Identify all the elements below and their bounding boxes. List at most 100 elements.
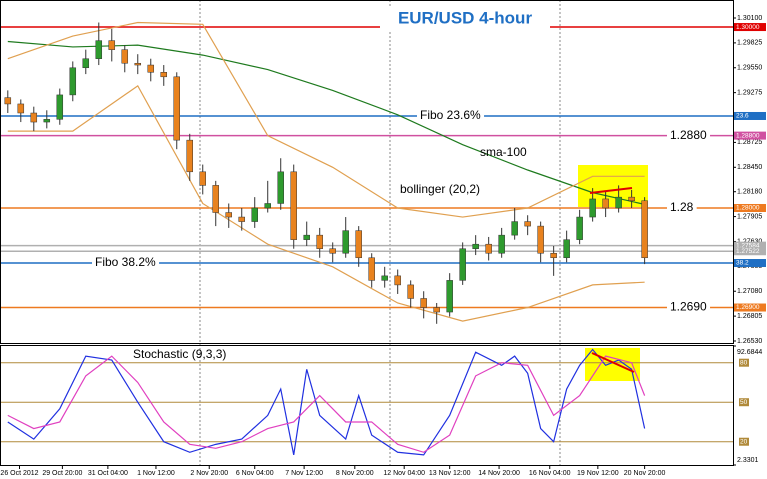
y-tick-label: 1.28725 <box>737 139 762 146</box>
candle-body <box>316 234 323 249</box>
y-tick-label: 92.6844 <box>737 349 762 356</box>
level-note: 1.2880 <box>670 128 707 142</box>
candle-body <box>459 248 466 281</box>
annotation: sma-100 <box>480 145 527 159</box>
candle-body <box>264 203 271 209</box>
level-note-bg <box>667 199 697 216</box>
x-tick-label: 6 Nov 04:00 <box>236 470 274 477</box>
x-tick-label: 2 Nov 20:00 <box>190 470 228 477</box>
level-tag-box <box>734 303 766 312</box>
trend-line <box>589 187 633 194</box>
candle-body <box>342 230 349 254</box>
indicator-line <box>7 84 645 322</box>
y-tick-label: 1.28450 <box>737 164 762 171</box>
stoch-line <box>7 355 646 453</box>
level-tag-box <box>734 111 766 120</box>
level-tag-box <box>734 131 766 140</box>
candle-body <box>472 243 479 249</box>
candle-body <box>537 225 544 254</box>
annotation: bollinger (20,2) <box>400 182 480 196</box>
candle-body <box>433 307 440 313</box>
candle-body <box>576 216 583 240</box>
level-tag-box <box>739 358 749 367</box>
level-tag: 1.27522 <box>736 248 760 255</box>
y-tick-label: 1.28180 <box>737 189 762 196</box>
y-tick-label: 1.29550 <box>737 65 762 72</box>
candle-body <box>4 97 12 105</box>
y-tick-label: 1.27905 <box>737 213 762 220</box>
stoch-title: Stochastic (9,3,3) <box>133 347 226 361</box>
level-tag: 1.27584 <box>736 242 760 249</box>
level-tag: 38.2 <box>736 260 749 267</box>
level-tag: 80 <box>740 359 748 366</box>
level-note: Fibo 38.2% <box>95 255 156 269</box>
y-tick-label: 1.26805 <box>737 313 762 320</box>
candle-body <box>69 67 77 96</box>
chart-title: EUR/USD 4-hour <box>398 8 533 27</box>
candle-body <box>329 248 336 254</box>
x-tick-label: 16 Nov 04:00 <box>529 470 571 477</box>
level-note-bg <box>92 254 160 271</box>
level-tag-box <box>734 259 766 268</box>
candle-body <box>212 185 219 213</box>
highlight-box <box>578 165 648 207</box>
candle-body <box>381 275 388 281</box>
x-tick-label: 19 Nov 12:00 <box>577 470 619 477</box>
y-tick-label: 1.27080 <box>737 288 762 295</box>
x-tick-label: 13 Nov 12:00 <box>429 470 471 477</box>
level-tag-box <box>739 398 749 407</box>
indicator-line <box>7 21 645 218</box>
level-tag-box <box>734 247 766 256</box>
candle-body <box>147 64 155 73</box>
candle-body <box>199 171 206 186</box>
candle-body <box>407 284 414 299</box>
y-tick-label: 1.30100 <box>737 15 762 22</box>
stoch-line <box>7 348 646 456</box>
candle-body <box>511 221 518 236</box>
level-note-bg <box>417 107 485 124</box>
candle-body <box>173 76 181 141</box>
candle-body <box>251 207 258 222</box>
candle-body <box>17 103 25 114</box>
candle-body <box>550 252 557 259</box>
level-tag: 50 <box>740 399 748 406</box>
x-tick-label: 7 Nov 12:00 <box>285 470 323 477</box>
level-tag-box <box>739 437 749 446</box>
indicator-line <box>7 40 645 205</box>
x-tick-label: 8 Nov 20:00 <box>336 470 374 477</box>
candle-body <box>290 171 297 240</box>
candle-body <box>134 62 142 66</box>
level-tag: 1.28800 <box>736 132 760 139</box>
candle-body <box>56 94 64 120</box>
x-tick-label: 14 Nov 20:00 <box>478 470 520 477</box>
level-tag-box <box>734 241 766 250</box>
candle-body <box>43 119 51 123</box>
candle-body <box>82 58 90 69</box>
separators <box>199 0 561 465</box>
candle-body <box>524 221 531 227</box>
x-tick-label: 31 Oct 04:00 <box>88 470 128 477</box>
x-tick-label: 26 Oct 2012 <box>0 470 38 477</box>
candle-body <box>303 234 310 240</box>
level-tag: 20 <box>740 438 748 445</box>
candle-body <box>420 298 427 308</box>
level-note-bg <box>667 126 711 143</box>
stoch-frame <box>0 345 734 466</box>
level-tag: 1.26900 <box>736 304 760 311</box>
level-note: 1.28 <box>670 200 694 214</box>
candle-body <box>446 280 453 313</box>
level-note-bg <box>667 298 711 315</box>
level-note: 1.2690 <box>670 300 707 314</box>
level-tag: 1.28000 <box>736 205 760 212</box>
candle-body <box>602 198 609 209</box>
title-bg <box>380 6 550 32</box>
level-tag-box <box>734 204 766 212</box>
y-tick-label: 1.29275 <box>737 89 762 96</box>
candle-body <box>563 239 570 259</box>
y-tick-label: 1.26530 <box>737 338 762 345</box>
candle-body <box>368 257 375 281</box>
candle-body <box>394 275 401 286</box>
candle-body <box>160 72 168 78</box>
plot-layer: 1.265301.268051.270801.273551.276301.279… <box>0 15 766 477</box>
